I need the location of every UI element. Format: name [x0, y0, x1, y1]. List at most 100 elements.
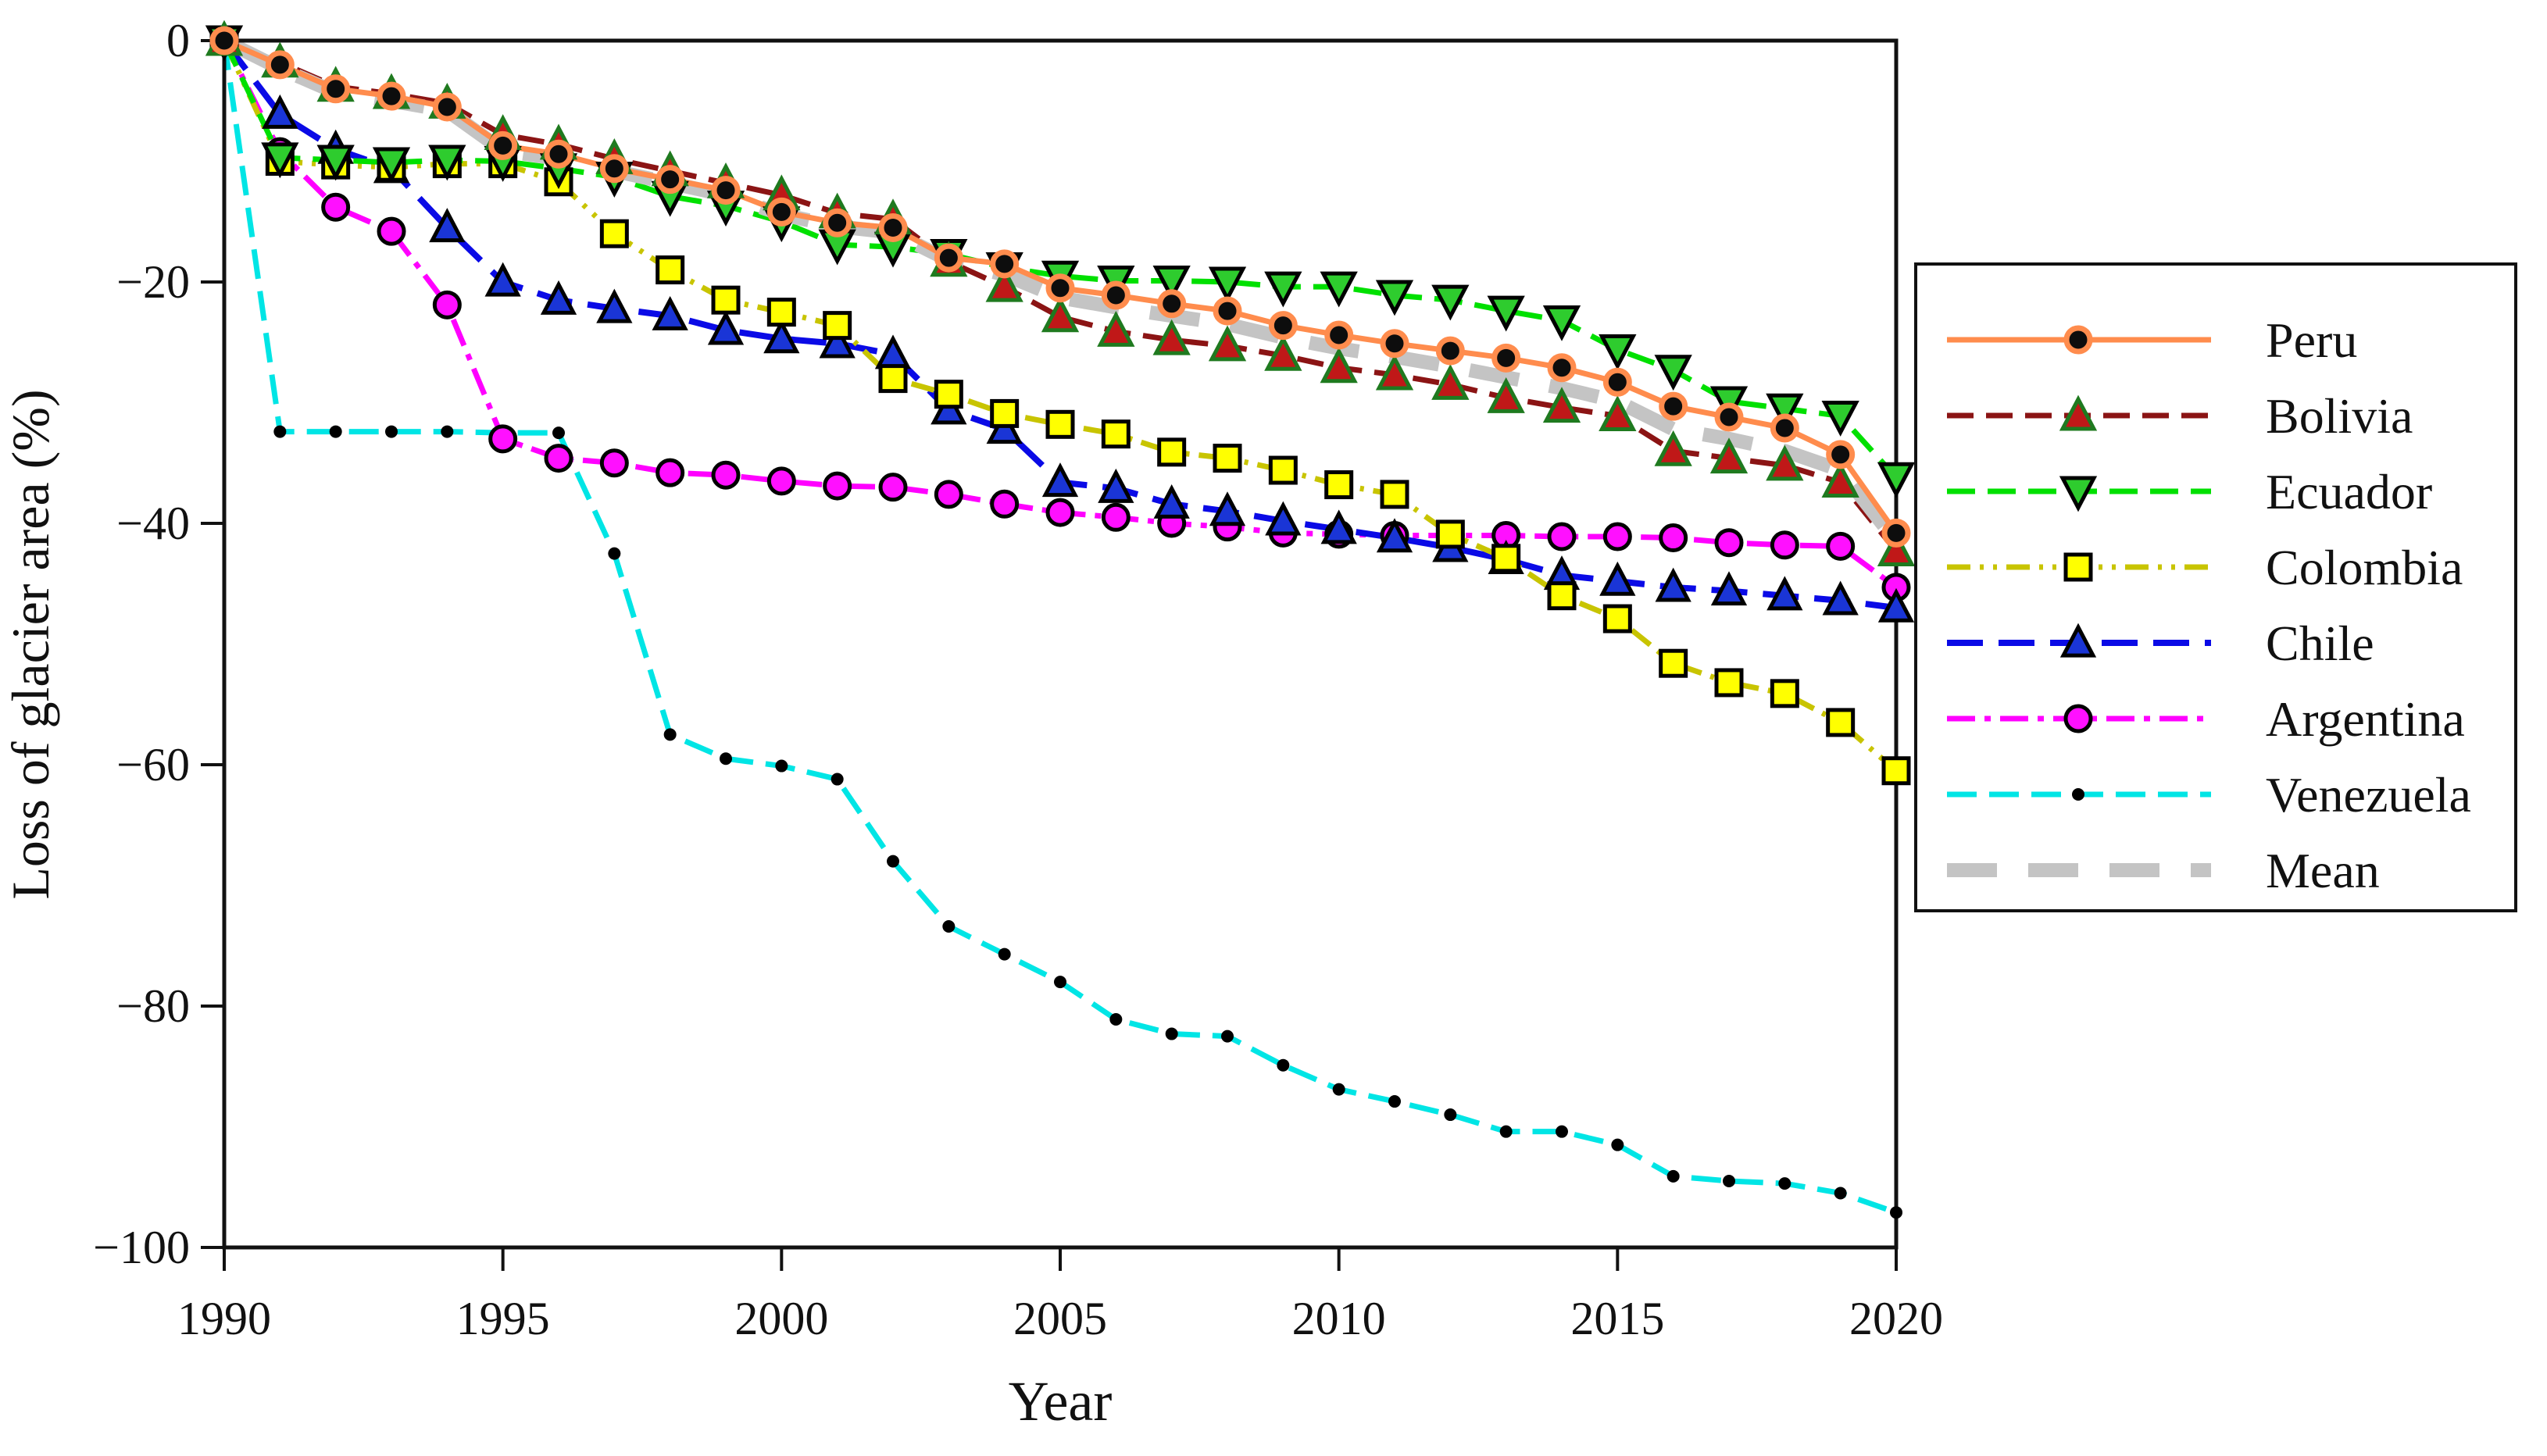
marker-chile [1877, 587, 1915, 623]
marker-venezuela [1277, 1058, 1290, 1072]
marker-peru [544, 139, 573, 169]
marker-venezuela [887, 855, 899, 868]
marker-peru [711, 176, 741, 205]
marker-bolivia [1041, 296, 1080, 333]
x-tick-label: 1990 [177, 1293, 271, 1344]
legend-item-bolivia: Bolivia [1947, 388, 2413, 444]
marker-venezuela [663, 728, 677, 741]
legend-marker-argentina [2063, 704, 2093, 733]
marker-bolivia [1487, 376, 1525, 413]
marker-venezuela [1332, 1083, 1345, 1096]
marker-peru [1826, 440, 1856, 469]
marker-argentina [599, 448, 629, 478]
legend-label-ecuador: Ecuador [2266, 464, 2432, 519]
marker-venezuela [1444, 1108, 1457, 1122]
marker-bolivia [1654, 430, 1692, 466]
marker-ecuador [1542, 305, 1581, 341]
marker-ecuador [1877, 462, 1916, 498]
x-tick-label: 1995 [456, 1293, 550, 1344]
marker-chile [262, 94, 298, 129]
marker-chile [1209, 491, 1246, 526]
marker-argentina [377, 216, 406, 246]
marker-peru [934, 243, 963, 273]
marker-colombia [1380, 480, 1409, 509]
marker-argentina [1659, 523, 1688, 553]
marker-peru [1268, 311, 1298, 341]
marker-venezuela [1778, 1177, 1791, 1190]
marker-argentina [1547, 522, 1577, 551]
marker-venezuela [942, 920, 956, 933]
marker-colombia [1324, 470, 1354, 500]
marker-peru [209, 26, 239, 55]
marker-venezuela [1723, 1175, 1735, 1188]
marker-chile [652, 295, 688, 330]
marker-colombia [934, 380, 963, 409]
marker-peru [766, 197, 796, 227]
marker-ecuador [1654, 355, 1692, 391]
marker-argentina [878, 473, 908, 502]
marker-peru [1881, 518, 1911, 548]
marker-ecuador [372, 147, 411, 184]
marker-colombia [823, 311, 852, 341]
marker-argentina [656, 458, 685, 487]
marker-peru [656, 165, 685, 194]
marker-colombia [1491, 544, 1521, 573]
marker-peru [823, 208, 852, 237]
marker-colombia [599, 219, 629, 248]
series-line-colombia [221, 39, 1899, 773]
marker-chile [1376, 518, 1413, 553]
marker-venezuela [552, 426, 565, 440]
marker-ecuador [428, 145, 466, 181]
marker-ecuador [1152, 265, 1191, 302]
legend-item-argentina: Argentina [1947, 691, 2465, 747]
marker-argentina [1714, 528, 1744, 558]
marker-bolivia [985, 266, 1023, 302]
marker-ecuador [1431, 284, 1470, 321]
marker-bolivia [1375, 354, 1414, 391]
x-tick-label: 2020 [1849, 1293, 1943, 1344]
marker-chile [1766, 576, 1803, 611]
marker-venezuela [998, 947, 1011, 961]
marker-bolivia [1877, 530, 1916, 567]
marker-peru [265, 50, 295, 80]
legend-label-bolivia: Bolivia [2266, 388, 2413, 444]
legend-item-mean: Mean [1947, 843, 2380, 898]
marker-argentina [823, 471, 852, 501]
legend-item-venezuela: Venezuela [1947, 767, 2471, 823]
marker-colombia [1268, 455, 1298, 485]
marker-venezuela [1834, 1187, 1847, 1200]
marker-peru [1045, 273, 1075, 303]
marker-argentina [1101, 502, 1131, 532]
marker-peru [1659, 391, 1688, 421]
legend-label-mean: Mean [2266, 843, 2380, 898]
marker-venezuela [1054, 976, 1066, 989]
marker-colombia [1881, 756, 1911, 786]
marker-bolivia [1431, 363, 1470, 400]
marker-argentina [990, 489, 1020, 519]
marker-colombia [1770, 679, 1799, 708]
marker-venezuela [1165, 1027, 1178, 1040]
marker-venezuela [1388, 1095, 1401, 1108]
x-tick-label: 2015 [1570, 1293, 1664, 1344]
legend-label-peru: Peru [2266, 312, 2357, 368]
marker-argentina [544, 444, 573, 473]
marker-chile [596, 288, 633, 323]
legend-marker-bolivia [2059, 394, 2098, 431]
marker-colombia [1045, 409, 1075, 439]
marker-colombia [1659, 648, 1688, 678]
marker-colombia [766, 298, 796, 327]
marker-peru [599, 154, 629, 184]
marker-ecuador [316, 145, 355, 181]
marker-argentina [1045, 498, 1075, 527]
y-tick-label: −100 [93, 1222, 190, 1273]
marker-peru [990, 249, 1020, 279]
marker-venezuela [1556, 1125, 1568, 1138]
marker-colombia [1547, 581, 1577, 611]
legend-label-argentina: Argentina [2266, 691, 2465, 747]
marker-ecuador [1375, 280, 1414, 316]
legend-label-chile: Chile [2266, 616, 2374, 671]
marker-venezuela [1666, 1169, 1680, 1183]
marker-peru [1435, 336, 1465, 366]
marker-chile [1153, 484, 1190, 519]
marker-argentina [432, 290, 462, 319]
